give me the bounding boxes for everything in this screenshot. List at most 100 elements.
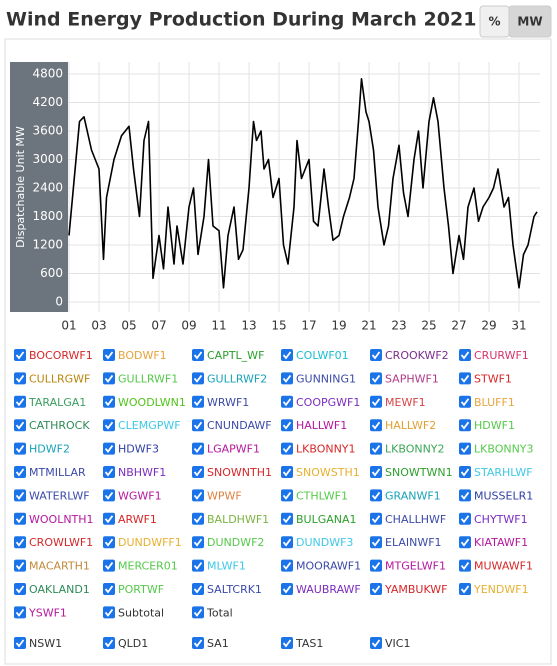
legend-label[interactable]: BULGANA1 [296, 513, 357, 526]
legend-item[interactable]: CHALLHWF [370, 512, 446, 526]
legend-label[interactable]: DUNDWF2 [207, 536, 264, 549]
legend-label[interactable]: CAPTL_WF [207, 349, 264, 362]
legend-item[interactable]: DUNDWF3 [281, 536, 353, 549]
legend-label[interactable]: CROWLWF1 [29, 536, 93, 549]
checkbox[interactable] [370, 536, 382, 549]
legend-label[interactable]: COOPGWF1 [296, 396, 360, 409]
legend-label[interactable]: QLD1 [118, 637, 148, 650]
legend-item[interactable]: YSWF1 [14, 606, 67, 619]
legend-item[interactable]: Total [192, 606, 233, 619]
checkbox[interactable] [103, 536, 115, 549]
legend-item[interactable]: CTHLWF1 [281, 489, 348, 502]
legend-item[interactable]: COLWF01 [281, 349, 349, 362]
legend-item[interactable]: LKBONNY1 [281, 442, 356, 456]
legend-item[interactable]: CROWLWF1 [14, 536, 93, 549]
legend-label[interactable]: HDWF1 [474, 419, 515, 432]
checkbox[interactable] [103, 395, 115, 408]
legend-item[interactable]: MLWF1 [192, 559, 246, 573]
legend-item[interactable]: STWF1 [459, 372, 512, 385]
legend-item[interactable]: MOORAWF1 [281, 559, 361, 573]
checkbox[interactable] [14, 419, 26, 432]
checkbox[interactable] [14, 512, 26, 525]
legend-item[interactable]: CRURWF1 [459, 349, 529, 362]
legend-label[interactable]: CROOKWF2 [385, 349, 449, 362]
legend-item[interactable]: MACARTH1 [14, 559, 90, 573]
legend-label[interactable]: LKBONNY3 [474, 443, 534, 456]
checkbox[interactable] [14, 489, 26, 502]
checkbox[interactable] [281, 395, 293, 408]
legend-item[interactable]: SNOWSTH1 [281, 466, 360, 479]
legend-item[interactable]: CLEMGPWF [103, 419, 181, 432]
checkbox[interactable] [459, 349, 471, 361]
legend-item[interactable]: DUNDWFF1 [103, 536, 182, 549]
legend-label[interactable]: HALLWF2 [385, 419, 436, 432]
legend-label[interactable]: CTHLWF1 [296, 489, 348, 502]
legend-label[interactable]: ELAINWF1 [385, 536, 442, 549]
legend-item[interactable]: MERCER01 [103, 559, 178, 573]
checkbox[interactable] [14, 466, 26, 478]
legend-item[interactable]: BLUFF1 [459, 395, 515, 409]
legend-item[interactable]: WRWF1 [192, 395, 249, 409]
checkbox[interactable] [192, 372, 204, 385]
checkbox[interactable] [459, 442, 471, 455]
checkbox[interactable] [370, 395, 382, 408]
checkbox[interactable] [281, 349, 293, 361]
legend-label[interactable]: SALTCRK1 [207, 583, 262, 596]
checkbox[interactable] [192, 395, 204, 408]
legend-item[interactable]: GULLRWF2 [192, 372, 267, 385]
legend-label[interactable]: BLUFF1 [474, 396, 515, 409]
checkbox[interactable] [370, 559, 382, 572]
legend-label[interactable]: DUNDWF3 [296, 536, 353, 549]
legend-item[interactable]: NBHWF1 [103, 466, 166, 479]
legend-label[interactable]: GUNNING1 [296, 372, 356, 385]
legend-label[interactable]: CLEMGPWF [118, 419, 181, 432]
checkbox[interactable] [14, 349, 26, 361]
legend-item[interactable]: GRANWF1 [370, 489, 441, 502]
legend-item[interactable]: BULGANA1 [281, 512, 357, 526]
checkbox[interactable] [103, 442, 115, 455]
checkbox[interactable] [192, 637, 204, 649]
checkbox[interactable] [370, 583, 382, 595]
checkbox[interactable] [103, 372, 115, 385]
checkbox[interactable] [192, 442, 204, 455]
legend-label[interactable]: MLWF1 [207, 560, 246, 573]
legend-label[interactable]: LKBONNY2 [385, 443, 445, 456]
legend-label[interactable]: CHYTWF1 [474, 513, 528, 526]
checkbox[interactable] [103, 637, 115, 649]
legend-item[interactable]: GULLRWF1 [103, 372, 178, 385]
checkbox[interactable] [370, 489, 382, 502]
legend-label[interactable]: OAKLAND1 [29, 583, 90, 596]
checkbox[interactable] [14, 606, 26, 619]
checkbox[interactable] [281, 637, 293, 649]
legend-item[interactable]: MTMILLAR [14, 466, 86, 479]
checkbox[interactable] [370, 372, 382, 385]
checkbox[interactable] [459, 583, 471, 595]
legend-item[interactable]: SAPHWF1 [370, 372, 439, 385]
legend-item[interactable]: CROOKWF2 [370, 349, 449, 362]
legend-item[interactable]: Subtotal [103, 606, 164, 619]
checkbox[interactable] [281, 536, 293, 549]
checkbox[interactable] [192, 559, 204, 572]
legend-label[interactable]: MUWAWF1 [474, 560, 533, 573]
checkbox[interactable] [192, 606, 204, 619]
checkbox[interactable] [14, 637, 26, 649]
checkbox[interactable] [370, 419, 382, 432]
checkbox[interactable] [281, 512, 293, 525]
checkbox[interactable] [192, 349, 204, 361]
legend-item[interactable]: SNOWNTH1 [192, 466, 272, 479]
legend-label[interactable]: HALLWF1 [296, 419, 347, 432]
checkbox[interactable] [459, 466, 471, 478]
legend-label[interactable]: VIC1 [385, 637, 410, 650]
legend-item[interactable]: SA1 [192, 637, 229, 650]
checkbox[interactable] [14, 536, 26, 549]
legend-item[interactable]: BOCORWF1 [14, 349, 93, 362]
legend-label[interactable]: CRURWF1 [474, 349, 529, 362]
legend-label[interactable]: WAUBRAWF [296, 583, 361, 596]
legend-label[interactable]: SNOWTWN1 [385, 466, 453, 479]
legend-item[interactable]: ELAINWF1 [370, 536, 442, 549]
checkbox[interactable] [192, 536, 204, 549]
checkbox[interactable] [192, 583, 204, 595]
legend-label[interactable]: MUSSELR1 [474, 489, 533, 502]
legend-label[interactable]: HDWF3 [118, 443, 159, 456]
legend-item[interactable]: CATHROCK [14, 419, 90, 432]
